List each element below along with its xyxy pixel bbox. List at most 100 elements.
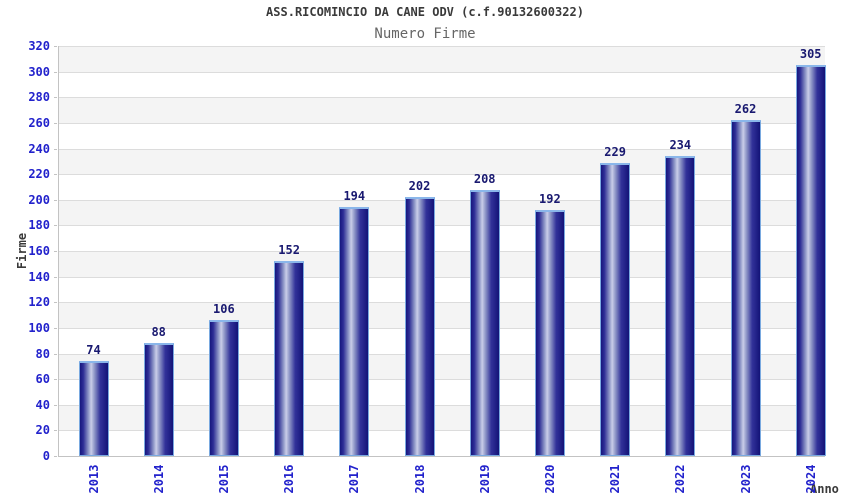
bar — [143, 343, 174, 456]
y-tick-label: 20 — [35, 423, 50, 438]
plot-area — [58, 46, 825, 457]
plot-band — [59, 276, 825, 303]
y-tick-label: 0 — [42, 449, 50, 463]
y-tick-label: 40 — [35, 397, 50, 412]
y-tick-mark — [54, 251, 57, 252]
y-tick-label: 300 — [28, 64, 50, 79]
bar — [730, 120, 761, 456]
y-tick-mark — [54, 456, 57, 457]
plot-band — [59, 379, 825, 405]
gridline — [59, 353, 825, 355]
x-tick-label: 2014 — [151, 464, 166, 494]
gridline — [59, 122, 825, 124]
x-tick-label: 2013 — [86, 464, 101, 494]
bar-value-label: 194 — [343, 189, 366, 204]
plot-band — [59, 148, 825, 175]
y-tick-mark — [54, 71, 57, 73]
bar — [208, 320, 239, 456]
y-tick-label: 280 — [28, 90, 50, 105]
bar — [665, 156, 696, 456]
y-tick-label: 140 — [28, 269, 50, 284]
plot-band — [59, 430, 825, 456]
x-axis-title: Anno — [810, 482, 839, 496]
gridline — [59, 97, 825, 99]
bar — [600, 162, 631, 456]
y-tick-mark — [54, 122, 57, 124]
plot-band — [59, 353, 825, 380]
bar — [404, 197, 435, 456]
bar-value-label: 208 — [473, 171, 496, 186]
bar-value-label: 229 — [604, 144, 626, 159]
plot-band — [59, 97, 825, 123]
y-tick-mark — [54, 148, 57, 150]
bar-value-label: 152 — [278, 243, 300, 258]
y-tick-label: 240 — [28, 141, 50, 156]
y-tick-mark — [54, 225, 57, 227]
plot-band — [59, 251, 825, 277]
y-tick-label: 100 — [28, 320, 50, 335]
gridline — [59, 430, 825, 432]
chart-title: ASS.RICOMINCIO DA CANE ODV (c.f.90132600… — [266, 5, 584, 19]
y-tick-label: 120 — [28, 295, 50, 310]
gridline — [59, 276, 825, 278]
x-tick-label: 2015 — [216, 464, 231, 494]
gridline — [59, 46, 825, 47]
plot-band — [59, 46, 825, 72]
plot-band — [59, 71, 825, 98]
y-tick-mark — [54, 174, 57, 176]
y-tick-mark — [54, 302, 57, 304]
x-tick-label: 2021 — [608, 464, 623, 494]
bar-value-label: 88 — [151, 325, 166, 340]
plot-band — [59, 225, 825, 251]
gridline — [59, 404, 825, 406]
x-tick-label: 2022 — [673, 464, 688, 494]
bar — [534, 210, 565, 456]
y-tick-mark — [54, 199, 57, 201]
bar-value-label: 74 — [86, 343, 101, 358]
gridline — [59, 379, 825, 381]
plot-band — [59, 199, 825, 226]
gridline — [59, 327, 825, 329]
gridline — [59, 251, 825, 252]
bar-value-label: 305 — [799, 47, 822, 62]
gridline — [59, 302, 825, 304]
bar-value-label: 262 — [734, 102, 757, 117]
bar — [339, 207, 370, 456]
x-tick-label: 2020 — [542, 464, 557, 494]
gridline — [59, 199, 825, 201]
y-tick-mark — [54, 327, 57, 329]
y-tick-mark — [54, 379, 57, 381]
bar-value-label: 202 — [408, 179, 431, 194]
x-tick-label: 2016 — [282, 464, 297, 494]
y-tick-mark — [54, 97, 57, 99]
plot-band — [59, 174, 825, 200]
gridline — [59, 174, 825, 176]
plot-band — [59, 327, 825, 354]
gridline — [59, 148, 825, 150]
bar — [795, 65, 826, 456]
y-tick-mark — [54, 353, 57, 355]
y-tick-mark — [54, 46, 57, 47]
y-tick-mark — [54, 276, 57, 278]
x-tick-label: 2017 — [347, 464, 362, 494]
bar — [274, 261, 305, 456]
gridline — [59, 71, 825, 73]
y-tick-label: 220 — [28, 167, 50, 182]
x-tick-label: 2023 — [738, 464, 753, 494]
bar — [469, 189, 500, 456]
gridline — [59, 225, 825, 227]
y-tick-label: 320 — [28, 39, 50, 53]
bar-value-label: 192 — [539, 192, 561, 206]
x-tick-label: 2024 — [803, 464, 818, 494]
y-tick-label: 80 — [35, 346, 50, 361]
y-tick-label: 260 — [28, 115, 50, 130]
bar-value-label: 106 — [213, 302, 235, 317]
y-tick-mark — [54, 404, 57, 406]
y-tick-label: 200 — [28, 192, 50, 207]
bar-value-label: 234 — [669, 138, 692, 153]
x-tick-label: 2019 — [477, 464, 492, 494]
y-tick-mark — [54, 430, 57, 432]
bar — [78, 361, 109, 456]
chart-subtitle: Numero Firme — [374, 26, 476, 42]
plot-band — [59, 404, 825, 431]
